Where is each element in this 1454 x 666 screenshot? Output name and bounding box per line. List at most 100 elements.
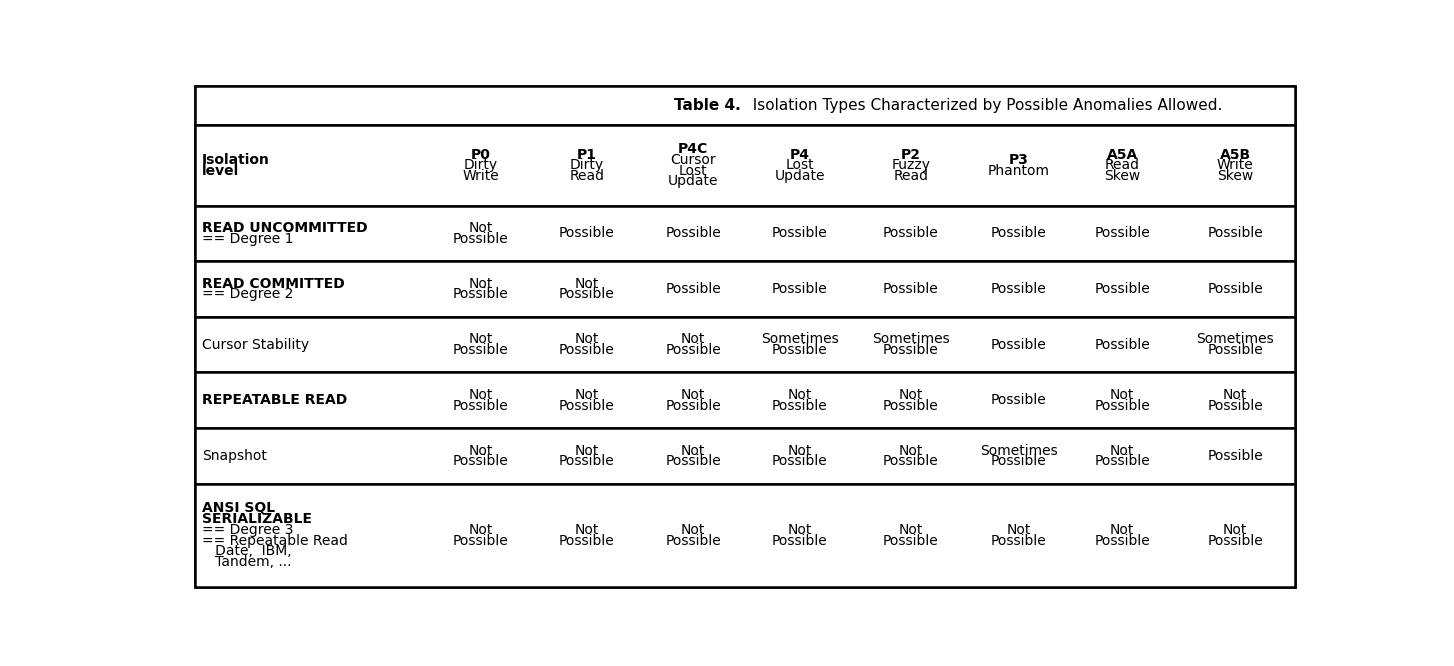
Text: Possible: Possible: [1095, 282, 1150, 296]
Bar: [640, 428, 746, 484]
Text: Possible: Possible: [666, 343, 721, 357]
Text: Possible: Possible: [452, 533, 509, 547]
Text: P4C: P4C: [678, 142, 708, 156]
Text: Tandem, ...: Tandem, ...: [202, 555, 292, 569]
Text: Sometimes: Sometimes: [1197, 332, 1274, 346]
Text: Table 4.: Table 4.: [673, 98, 740, 113]
Text: Possible: Possible: [666, 399, 721, 413]
Bar: [195, 317, 1296, 372]
Bar: [746, 484, 852, 587]
Text: == Degree 3: == Degree 3: [202, 523, 294, 537]
Bar: [195, 261, 427, 317]
Bar: [852, 317, 968, 372]
Text: Phantom: Phantom: [987, 164, 1050, 178]
Text: Possible: Possible: [883, 399, 939, 413]
Text: Possible: Possible: [558, 533, 615, 547]
Text: Isolation: Isolation: [202, 153, 270, 167]
Text: P1: P1: [577, 148, 598, 162]
Bar: [427, 206, 534, 261]
Text: Not: Not: [788, 388, 811, 402]
Text: Not: Not: [1223, 388, 1248, 402]
Bar: [1175, 261, 1296, 317]
Text: Possible: Possible: [772, 454, 827, 468]
Bar: [852, 125, 968, 206]
Text: Possible: Possible: [452, 399, 509, 413]
Text: Sometimes: Sometimes: [872, 332, 949, 346]
Text: Possible: Possible: [772, 226, 827, 240]
Text: Not: Not: [680, 444, 705, 458]
Bar: [746, 317, 852, 372]
Text: Possible: Possible: [883, 282, 939, 296]
Text: Possible: Possible: [1207, 226, 1264, 240]
Text: Possible: Possible: [1095, 399, 1150, 413]
Bar: [640, 206, 746, 261]
Bar: [746, 428, 852, 484]
Text: Not: Not: [1223, 523, 1248, 537]
Text: Not: Not: [680, 523, 705, 537]
Bar: [534, 206, 640, 261]
Bar: [1069, 261, 1175, 317]
Bar: [640, 125, 746, 206]
Text: Possible: Possible: [452, 343, 509, 357]
Text: Possible: Possible: [1095, 454, 1150, 468]
Bar: [746, 206, 852, 261]
Bar: [195, 428, 1296, 484]
Text: Dirty: Dirty: [464, 159, 497, 172]
Text: Possible: Possible: [558, 454, 615, 468]
Bar: [1069, 206, 1175, 261]
Text: Read: Read: [1105, 159, 1140, 172]
Text: Not: Not: [468, 523, 493, 537]
Bar: [1069, 484, 1175, 587]
Bar: [852, 372, 968, 428]
Text: Possible: Possible: [772, 343, 827, 357]
Text: Sometimes: Sometimes: [760, 332, 839, 346]
Text: Not: Not: [468, 388, 493, 402]
Text: Possible: Possible: [992, 394, 1047, 408]
Text: Not: Not: [899, 523, 923, 537]
Bar: [1069, 428, 1175, 484]
Text: Not: Not: [574, 276, 599, 290]
Bar: [195, 372, 427, 428]
Bar: [534, 317, 640, 372]
Bar: [640, 317, 746, 372]
Bar: [534, 261, 640, 317]
Text: Possible: Possible: [772, 282, 827, 296]
Text: level: level: [202, 164, 240, 178]
Text: A5B: A5B: [1220, 148, 1250, 162]
Text: REPEATABLE READ: REPEATABLE READ: [202, 394, 348, 408]
Bar: [427, 261, 534, 317]
Text: Not: Not: [899, 444, 923, 458]
Bar: [1175, 372, 1296, 428]
Bar: [534, 372, 640, 428]
Text: Possible: Possible: [666, 282, 721, 296]
Text: Possible: Possible: [1207, 533, 1264, 547]
Text: Not: Not: [574, 388, 599, 402]
Text: Possible: Possible: [1207, 449, 1264, 463]
Text: Possible: Possible: [452, 454, 509, 468]
Text: P2: P2: [901, 148, 920, 162]
Text: P0: P0: [471, 148, 490, 162]
Text: Sometimes: Sometimes: [980, 444, 1057, 458]
Text: Update: Update: [667, 174, 718, 188]
Bar: [640, 372, 746, 428]
Text: READ UNCOMMITTED: READ UNCOMMITTED: [202, 221, 368, 235]
Text: Possible: Possible: [883, 533, 939, 547]
Bar: [852, 484, 968, 587]
Bar: [195, 206, 1296, 261]
Text: Possible: Possible: [1207, 343, 1264, 357]
Text: == Degree 1: == Degree 1: [202, 232, 294, 246]
Bar: [195, 317, 427, 372]
Text: == Degree 2: == Degree 2: [202, 288, 294, 302]
Bar: [1069, 372, 1175, 428]
Text: Possible: Possible: [558, 399, 615, 413]
Bar: [1175, 317, 1296, 372]
Text: READ COMMITTED: READ COMMITTED: [202, 276, 345, 290]
Text: Not: Not: [468, 221, 493, 235]
Bar: [1175, 206, 1296, 261]
Text: Not: Not: [1109, 388, 1134, 402]
Text: Not: Not: [788, 523, 811, 537]
Bar: [640, 484, 746, 587]
Text: Not: Not: [680, 332, 705, 346]
Text: Cursor: Cursor: [670, 153, 715, 167]
Bar: [195, 484, 427, 587]
